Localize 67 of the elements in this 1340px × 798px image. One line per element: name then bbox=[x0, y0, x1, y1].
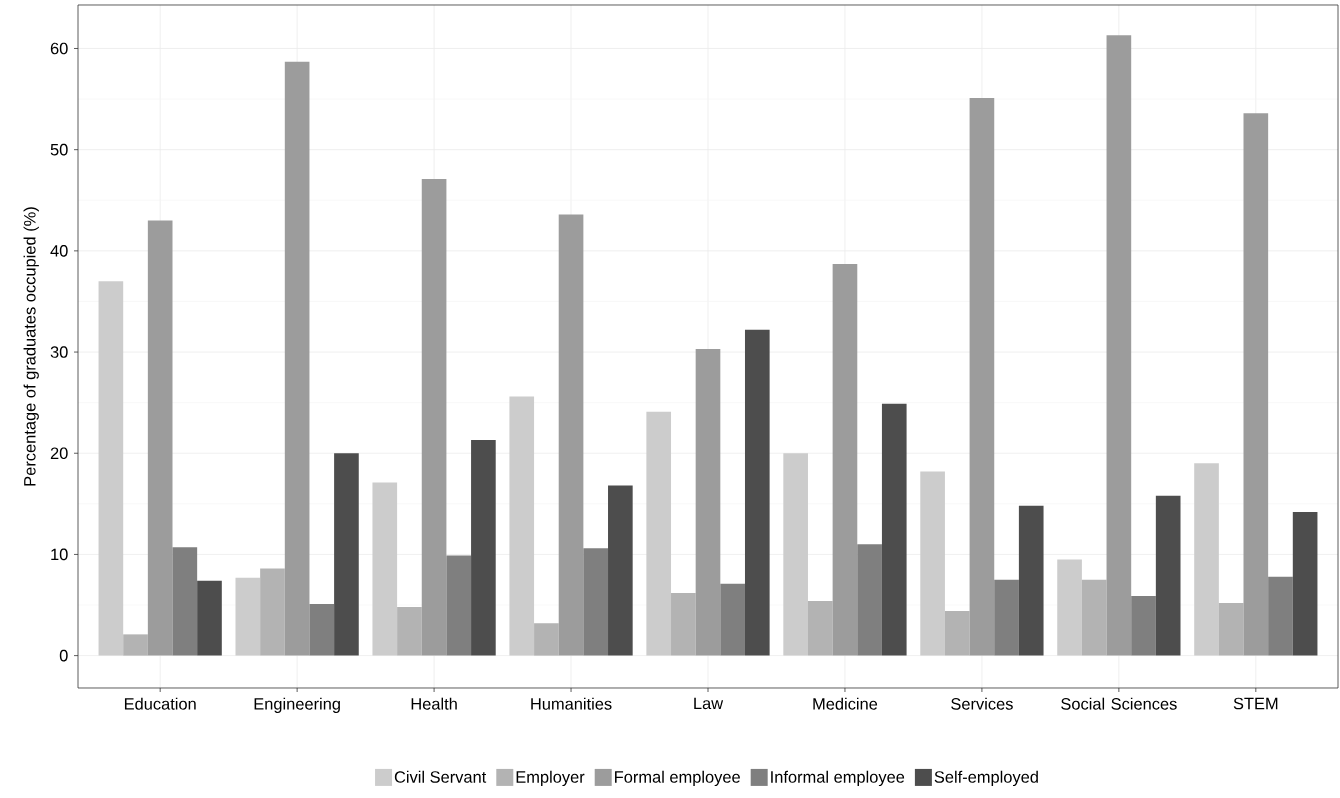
bar bbox=[583, 548, 609, 656]
bar bbox=[608, 485, 633, 656]
bar bbox=[1018, 505, 1044, 656]
x-tick-label: Social Sciences bbox=[1061, 697, 1177, 710]
x-tick-label: Humanities bbox=[531, 697, 612, 710]
bar bbox=[147, 220, 173, 656]
bar bbox=[509, 396, 535, 656]
bar bbox=[646, 411, 672, 656]
legend-label: Informal employee bbox=[771, 770, 905, 787]
y-tick-label: 50 bbox=[50, 143, 68, 156]
x-tick-label: Medicine bbox=[813, 697, 878, 710]
y-tick-label: 40 bbox=[50, 245, 68, 257]
legend-label: Civil Servant bbox=[394, 770, 487, 783]
bar bbox=[1218, 603, 1244, 656]
bar bbox=[1155, 495, 1181, 656]
bar bbox=[969, 98, 995, 656]
bar bbox=[671, 592, 696, 656]
bar bbox=[284, 61, 310, 656]
y-tick-label: 60 bbox=[50, 42, 68, 55]
y-tick-label: 30 bbox=[50, 346, 68, 358]
bar bbox=[944, 611, 970, 656]
bar bbox=[695, 349, 721, 656]
bar bbox=[881, 403, 907, 656]
bar bbox=[1131, 595, 1156, 656]
bar bbox=[334, 453, 359, 656]
bar bbox=[920, 471, 945, 656]
bar bbox=[372, 482, 398, 656]
legend-label: Self-employed bbox=[934, 770, 1038, 787]
bar bbox=[397, 607, 422, 656]
bar bbox=[197, 580, 222, 656]
bar bbox=[720, 583, 745, 656]
y-axis-title: Percentage of graduates occupied (%) bbox=[23, 207, 39, 486]
x-tick-label: STEM bbox=[1233, 697, 1278, 710]
bar bbox=[260, 568, 285, 656]
bar bbox=[123, 634, 148, 656]
bar bbox=[783, 453, 808, 656]
bar bbox=[534, 623, 559, 656]
x-tick-label: Education bbox=[124, 697, 196, 710]
legend-label: Employer bbox=[516, 770, 585, 787]
bar bbox=[994, 579, 1019, 656]
y-tick-label: 0 bbox=[59, 649, 68, 662]
bar bbox=[446, 555, 472, 656]
bar bbox=[98, 281, 124, 656]
bar bbox=[1081, 579, 1107, 656]
bar bbox=[832, 264, 858, 656]
bar bbox=[471, 440, 496, 656]
bar bbox=[172, 547, 198, 656]
legend-label: Formal employee bbox=[615, 770, 740, 787]
bar bbox=[1292, 511, 1318, 656]
bar bbox=[1194, 463, 1219, 656]
x-tick-label: Law bbox=[694, 697, 724, 710]
x-tick-label: Health bbox=[411, 697, 457, 710]
bar bbox=[1106, 35, 1132, 656]
bar bbox=[235, 577, 261, 656]
bar bbox=[1268, 576, 1293, 656]
bar bbox=[558, 214, 584, 656]
bar bbox=[1057, 559, 1082, 656]
bar bbox=[309, 604, 335, 656]
bar bbox=[1243, 113, 1269, 656]
x-tick-label: Services bbox=[951, 697, 1013, 710]
bar bbox=[744, 329, 770, 656]
y-tick-label: 20 bbox=[50, 447, 68, 460]
y-tick-label: 10 bbox=[51, 548, 68, 561]
x-tick-label: Engineering bbox=[254, 697, 340, 713]
bar bbox=[857, 544, 882, 656]
bar bbox=[421, 179, 447, 656]
bar bbox=[807, 600, 833, 656]
